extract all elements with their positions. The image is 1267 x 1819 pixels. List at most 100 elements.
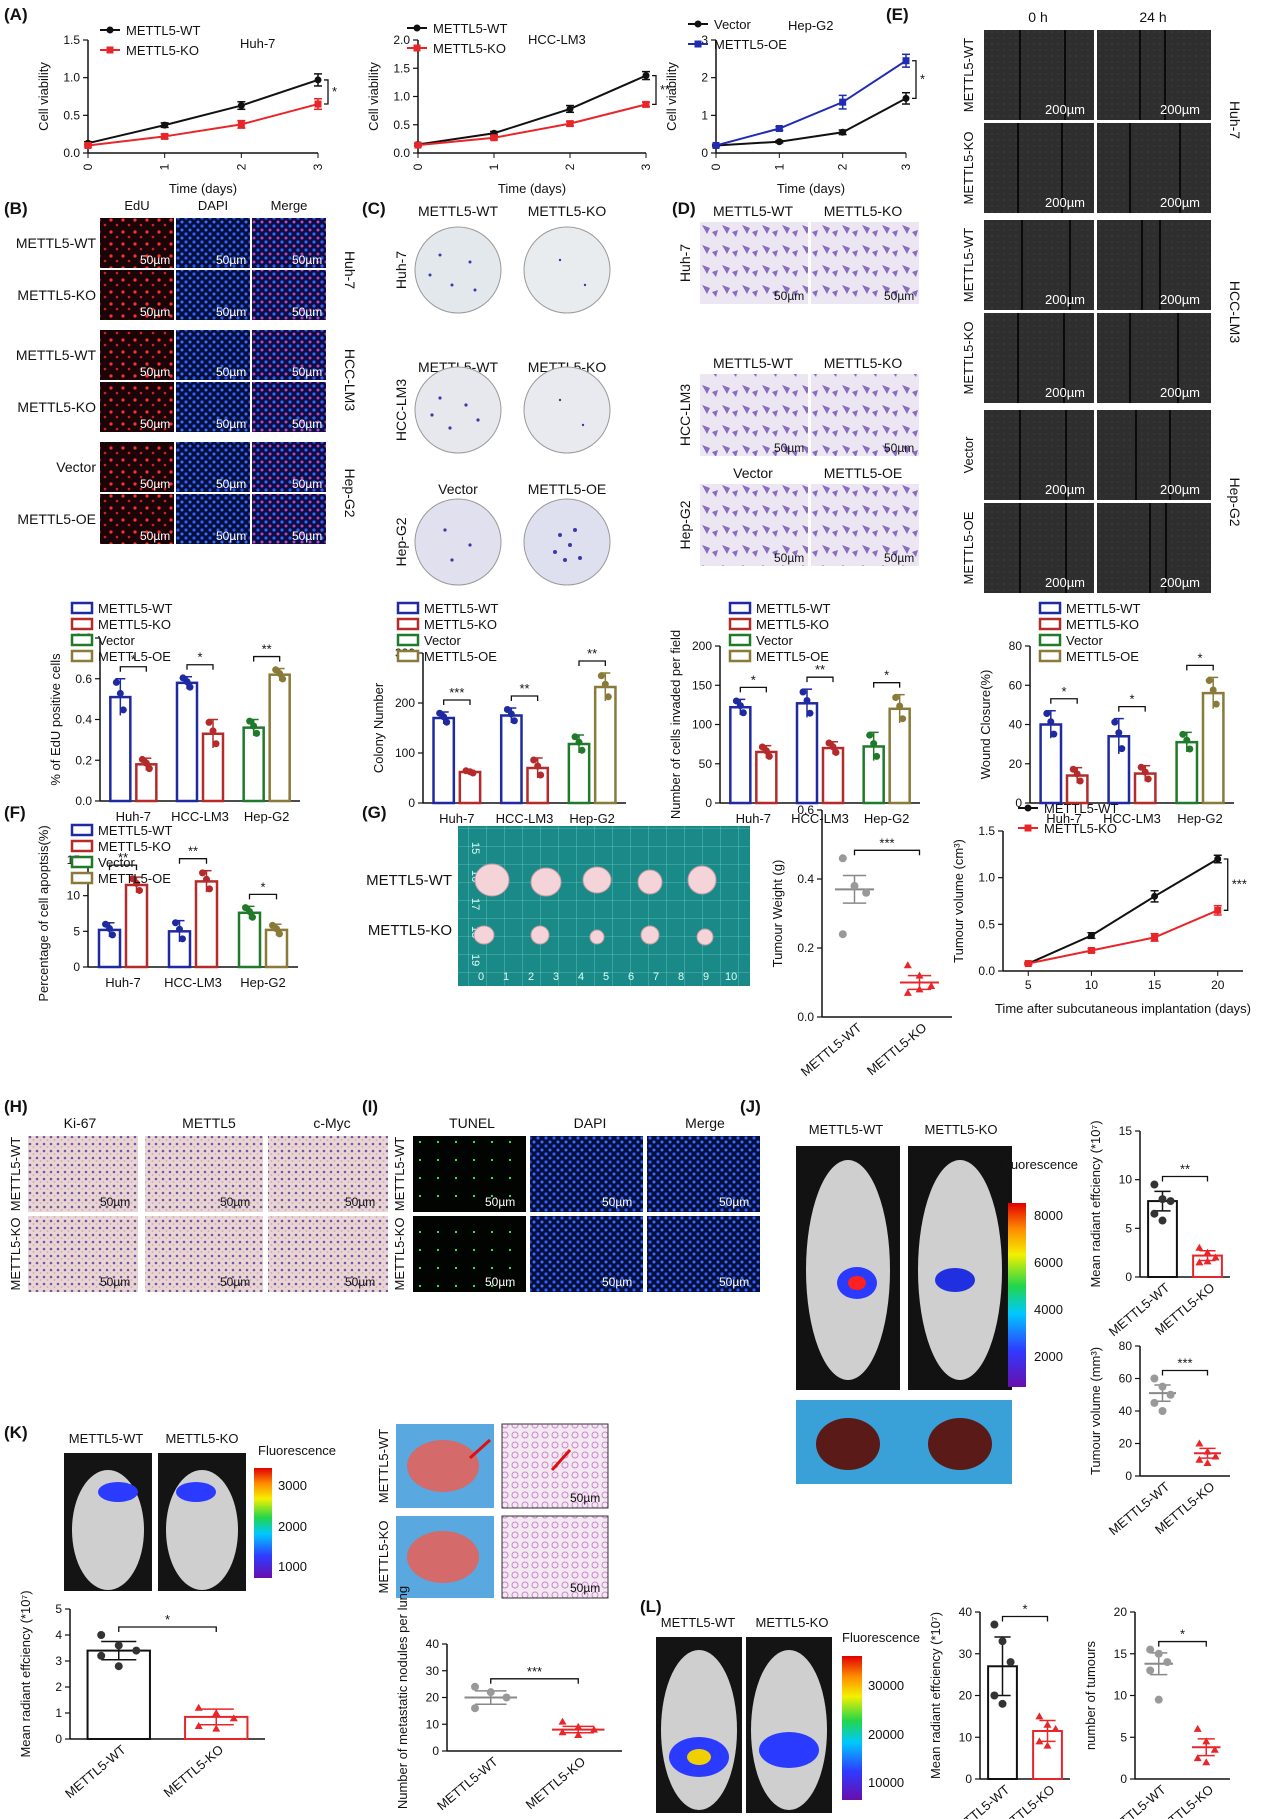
bar: [755, 750, 778, 805]
replicate-point: [276, 930, 283, 938]
chart-l1: 0 10 20 30 40 Mean radiant effciency (*10⁷)ME…: [928, 1602, 1070, 1819]
ivis-k-colorbar: [254, 1468, 272, 1578]
ivis-l-tick-30000: 30000: [868, 1678, 904, 1693]
ivis-l-mouse-wt: [661, 1650, 737, 1810]
y-tick-label: 40: [959, 1605, 973, 1619]
x-tick-label: 3: [639, 163, 653, 170]
replicate-point: [530, 756, 538, 764]
ivis-liver-panel: METTL5-WT METTL5-KO Fluorescence 8000 60…: [796, 1122, 1078, 1484]
replicate-point: [1212, 700, 1220, 708]
edu-scale-r3-dapi: 50µm: [216, 365, 246, 379]
invasion-img-hepg2-oe: [811, 484, 919, 566]
series-line-1: [715, 59, 907, 147]
legend-label: METTL5-OE: [98, 871, 171, 886]
x-category-label: Huh-7: [736, 811, 771, 826]
colony-head-r1-b: METTL5-KO: [528, 203, 607, 219]
x-category-label: HCC-LM3: [1103, 811, 1161, 826]
replicate-point: [486, 1688, 495, 1697]
edu-scale-r6-dapi: 50µm: [216, 529, 246, 543]
y-tick-label: 10: [959, 1730, 973, 1744]
replicate-point: [114, 1662, 123, 1671]
replicate-point: [1150, 1398, 1159, 1407]
replicate-point: [927, 981, 936, 989]
replicate-point: [209, 727, 217, 735]
ruler-10: 10: [725, 971, 737, 983]
legend-label: METTL5-WT: [433, 21, 507, 36]
wound-scale-5a: 200µm: [1045, 482, 1085, 497]
ivis-k-tick-2000: 2000: [278, 1519, 307, 1534]
ihc-img-ko-ki67: [28, 1216, 138, 1292]
y-tick-label: 1.5: [393, 61, 410, 75]
chart-d: 0 50 100 150 200 Number of cells invaded per …: [668, 601, 920, 826]
replicate-point: [212, 1709, 221, 1716]
legend-label: METTL5-WT: [98, 601, 172, 616]
edu-img-r4-edu: [100, 382, 174, 432]
ihc-scale-6: 50µm: [345, 1275, 375, 1289]
replicate-point: [1195, 1243, 1204, 1251]
y-axis-label: Tumour volume (mm³): [1088, 1347, 1103, 1475]
ivis-j-label-ko: METTL5-KO: [925, 1122, 998, 1137]
data-point: [161, 132, 169, 140]
ihc-img-ko-cmyc: [268, 1216, 388, 1292]
replicate-point: [443, 718, 451, 726]
ruler-7: 7: [653, 971, 659, 983]
wound-scale-1b: 200µm: [1160, 102, 1200, 117]
wound-group-labels: Huh-7 HCC-LM3 Hep-G2: [1227, 101, 1243, 527]
replicate-point: [502, 1693, 511, 1702]
x-tick-label: 2: [563, 163, 577, 170]
legend-label: Vector: [98, 855, 136, 870]
replicate-point: [176, 925, 183, 933]
chart-title: HCC-LM3: [528, 32, 586, 47]
edu-group-hcclm3: HCC-LM3: [342, 349, 358, 411]
tunel-scale-2: 50µm: [602, 1195, 632, 1209]
chart-g1: 0.0 0.2 0.4 0.6 Tumour Weight (g) METTL5-WT ME…: [770, 803, 952, 1079]
replicate-point: [915, 971, 924, 979]
bar: [175, 681, 199, 803]
ivis-l-tick-10000: 10000: [868, 1775, 904, 1790]
ihc-img-ko-mettl5: [145, 1216, 263, 1292]
ihc-row-wt: METTL5-WT: [8, 1137, 23, 1211]
ivis-k-signal-ko: [176, 1482, 216, 1502]
replicate-point: [604, 693, 612, 701]
x-category-label: METTL5-WT: [798, 1020, 865, 1079]
y-tick-label: 80: [1009, 639, 1023, 653]
replicate-point: [1211, 1452, 1220, 1460]
bar: [1201, 691, 1225, 805]
replicate-point: [1203, 1459, 1212, 1466]
replicate-point: [249, 913, 256, 921]
replicate-point: [537, 771, 545, 779]
wound-scale-4b: 200µm: [1160, 385, 1200, 400]
liver-ko: [928, 1418, 992, 1470]
legend-label: METTL5-WT: [1066, 601, 1140, 616]
replicate-point: [179, 935, 186, 943]
ihc-col-mettl5: METTL5: [182, 1115, 236, 1131]
data-point: [1024, 960, 1032, 968]
tumour-row-ko: METTL5-KO: [368, 922, 452, 939]
replicate-point: [892, 693, 900, 701]
y-tick-label: 0: [1015, 796, 1022, 810]
replicate-point: [806, 709, 814, 717]
y-tick-label: 0: [965, 1772, 972, 1786]
replicate-point: [1203, 1257, 1212, 1265]
bar: [593, 685, 617, 805]
y-tick-label: 60: [1009, 678, 1023, 692]
x-category-label: METTL5-KO: [523, 1754, 589, 1812]
legend-swatch: [70, 871, 94, 885]
panel-label-c: (C): [362, 199, 386, 218]
edu-img-r6-merge: [252, 494, 326, 544]
wound-scale-3a: 200µm: [1045, 292, 1085, 307]
replicate-point: [1073, 770, 1081, 778]
y-axis-label: Wound Closure(%): [978, 670, 993, 780]
replicate-point: [575, 738, 583, 746]
colony-plate-huh7-ko: [523, 226, 611, 314]
legend-label: METTL5-WT: [98, 823, 172, 838]
metastasis-arrows: [468, 1438, 572, 1472]
replicate-point: [1166, 1390, 1175, 1399]
x-axis-label: Time (days): [498, 181, 566, 196]
data-point: [902, 57, 910, 65]
replicate-point: [1141, 768, 1149, 776]
ivis-k-tick-3000: 3000: [278, 1478, 307, 1493]
y-axis-label: Cell viability: [366, 62, 381, 131]
significance-bracket: [178, 858, 208, 864]
data-point: [712, 141, 720, 149]
